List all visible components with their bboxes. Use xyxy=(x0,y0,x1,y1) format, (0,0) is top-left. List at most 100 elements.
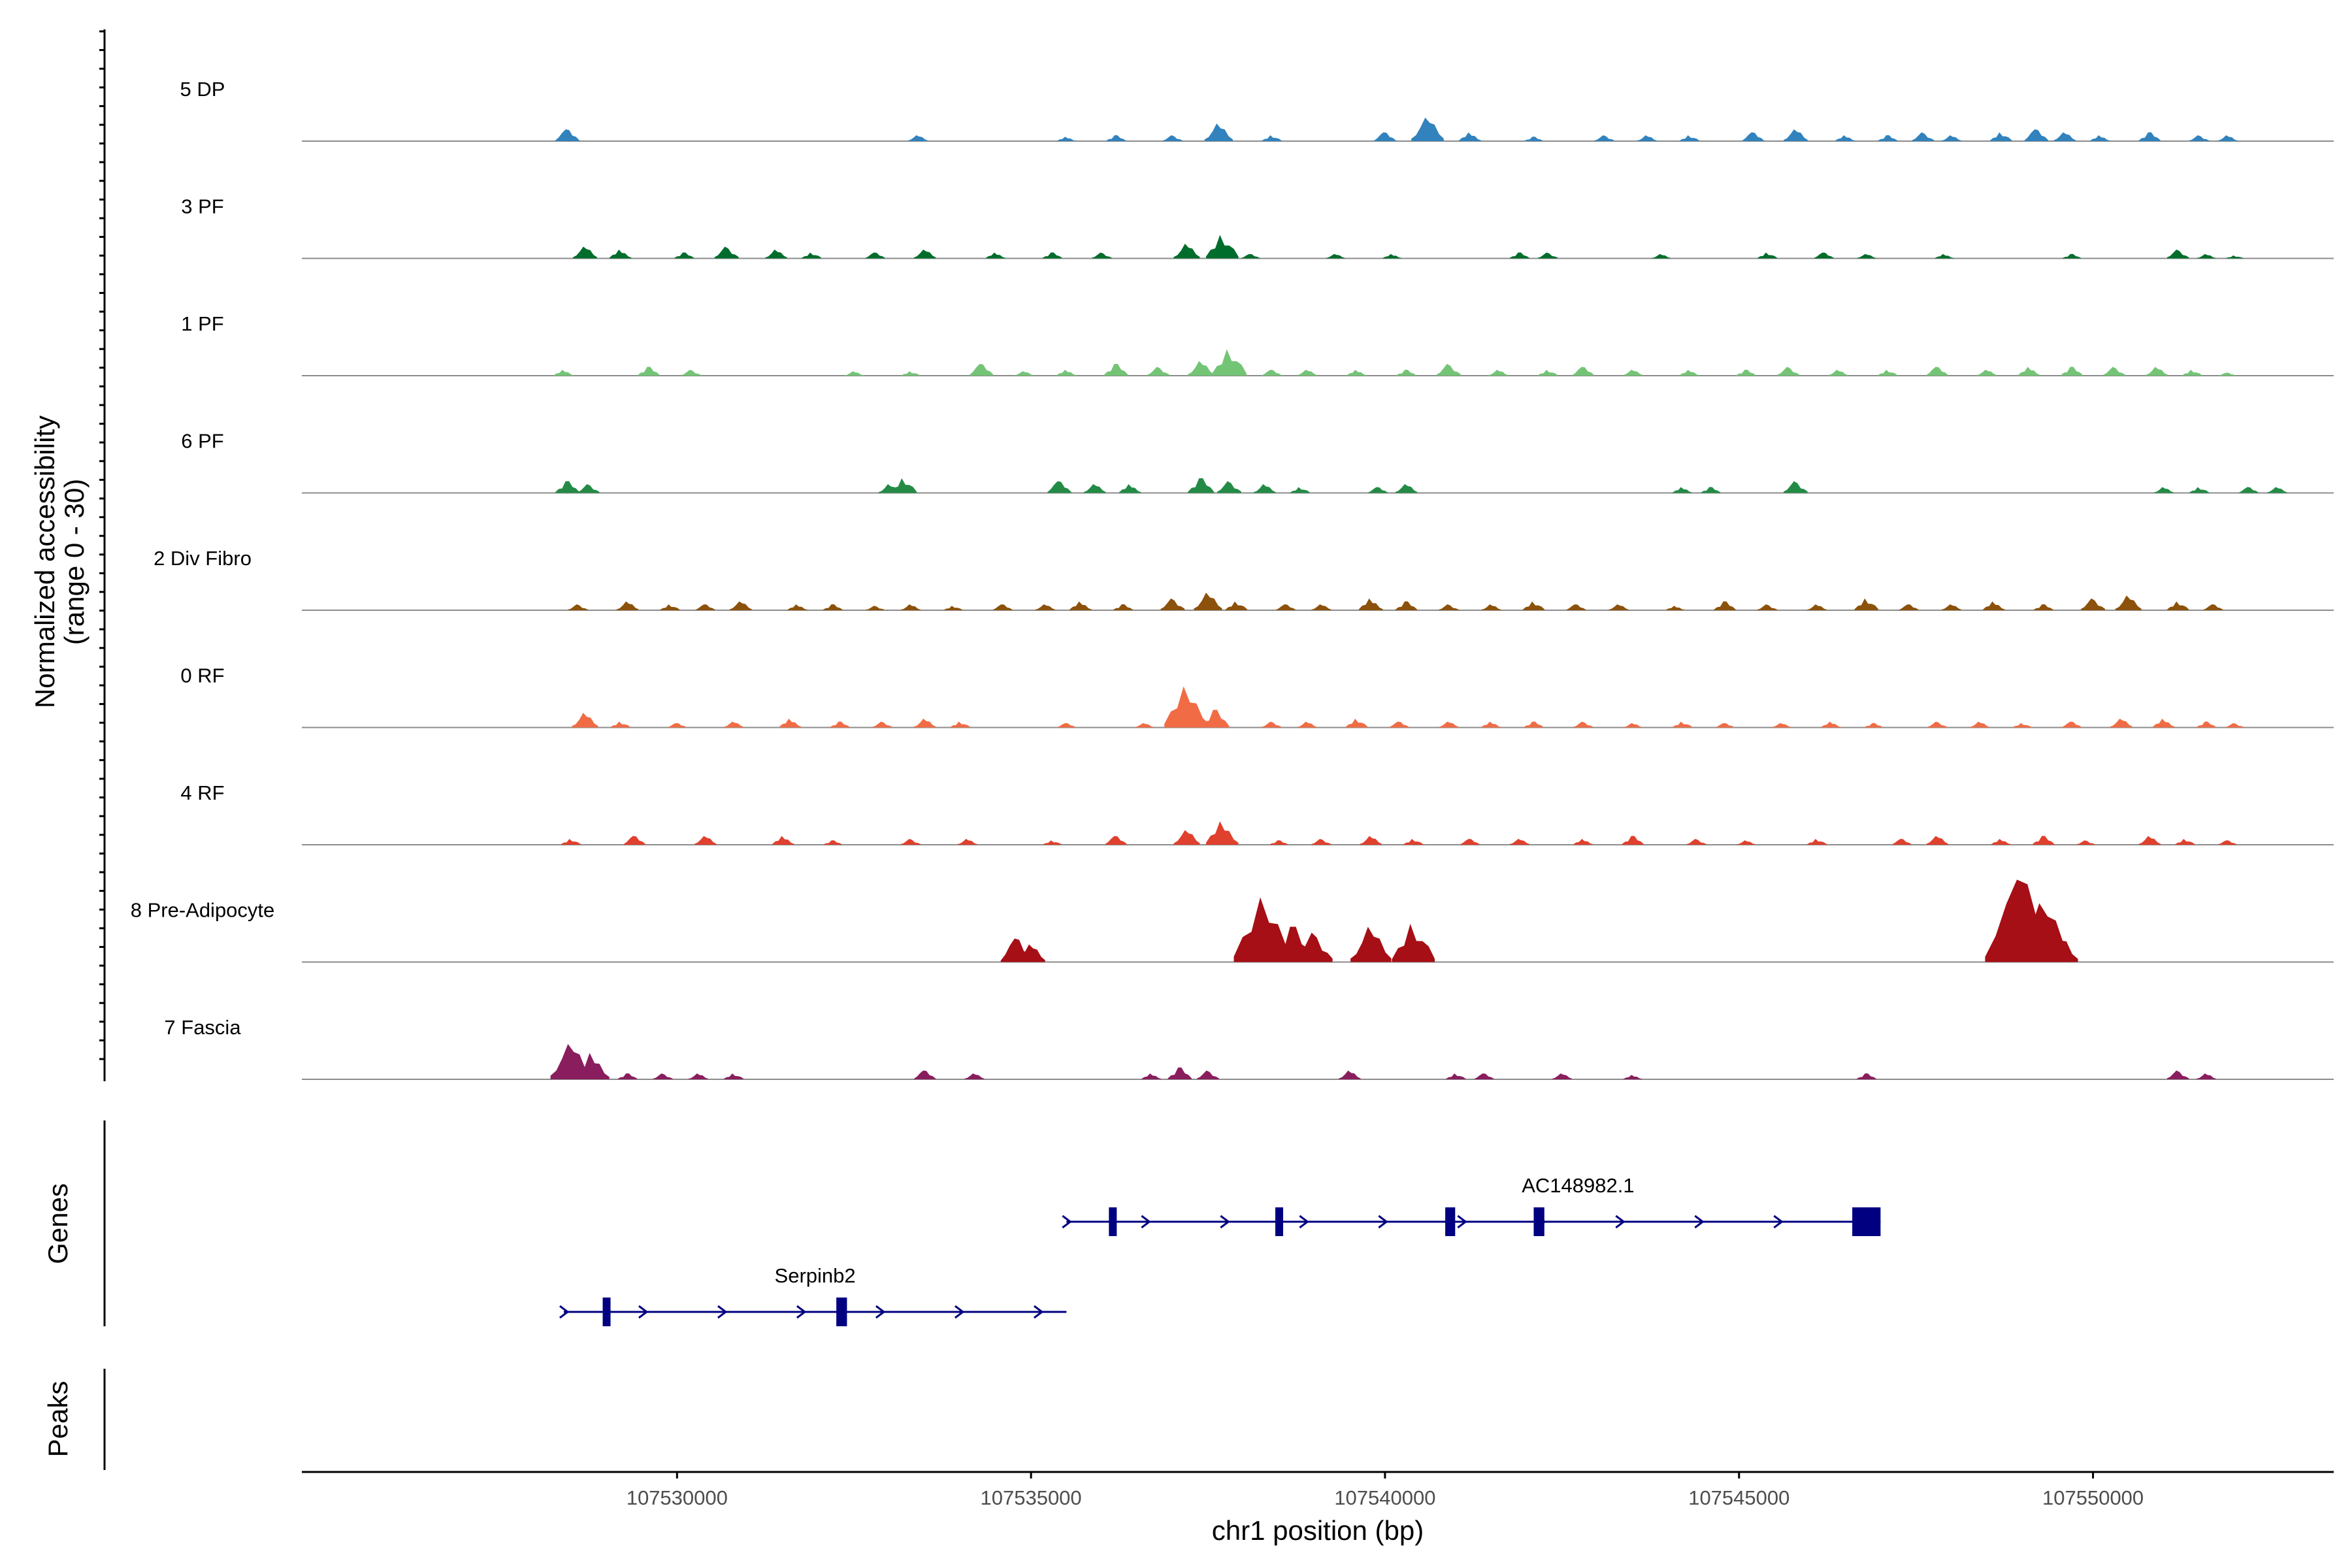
coverage-peak xyxy=(609,250,632,259)
coverage-peak xyxy=(2182,370,2202,376)
coverage-peak xyxy=(1715,723,1735,728)
coverage-peak xyxy=(1864,723,1883,728)
x-tick-label: 107540000 xyxy=(1334,1486,1435,1509)
coverage-peak xyxy=(1164,686,1209,728)
coverage-peak xyxy=(1392,924,1435,962)
gene-label: Serpinb2 xyxy=(775,1264,856,1287)
coverage-peak xyxy=(957,839,977,845)
coverage-peak xyxy=(1806,604,1827,610)
coverage-peak xyxy=(1737,840,1756,845)
coverage-peak xyxy=(907,135,928,141)
coverage-peak xyxy=(1538,252,1558,259)
coverage-peak xyxy=(610,721,630,728)
strand-arrow xyxy=(1220,1215,1230,1229)
coverage-peak xyxy=(1147,367,1169,376)
coverage-peak xyxy=(1552,1073,1573,1079)
coverage-peak xyxy=(779,719,802,728)
coverage-peak xyxy=(714,246,739,259)
coverage-peak xyxy=(2110,719,2132,728)
coverage-peak xyxy=(1367,487,1388,493)
coverage-ylabel: Normalized accessibility xyxy=(29,416,60,708)
x-tick-label: 107545000 xyxy=(1688,1486,1789,1509)
coverage-peak xyxy=(1326,253,1345,259)
coverage-peak xyxy=(2166,601,2189,610)
coverage-peak xyxy=(1509,252,1529,259)
coverage-peak xyxy=(900,604,921,610)
coverage-peak xyxy=(1622,836,1644,845)
coverage-peak xyxy=(553,370,574,376)
coverage-peak xyxy=(950,721,970,728)
coverage-y-ticks xyxy=(99,30,105,1060)
coverage-peak xyxy=(1403,839,1424,845)
coverage-peak xyxy=(1459,132,1481,141)
genes-ylabel: Genes xyxy=(42,1183,73,1264)
strand-arrow xyxy=(1615,1215,1625,1229)
coverage-peak xyxy=(1262,135,1282,141)
coverage-peak xyxy=(830,721,850,728)
coverage-peak xyxy=(1135,723,1154,728)
coverage-peak xyxy=(572,713,598,728)
coverage-peak xyxy=(1935,253,1954,259)
coverage-peak xyxy=(1814,252,1834,259)
coverage-peak xyxy=(2115,595,2142,610)
exon xyxy=(602,1298,611,1326)
track-label: 4 RF xyxy=(180,781,224,804)
coverage-peak xyxy=(1828,370,1848,376)
track-label: 2 Div Fibro xyxy=(154,547,252,570)
coverage-peak xyxy=(1941,135,1961,141)
coverage-peak xyxy=(1188,361,1215,376)
coverage-peak xyxy=(2061,721,2082,728)
coverage-peak xyxy=(1173,830,1200,845)
coverage-peak xyxy=(2138,836,2161,845)
track-label: 3 PF xyxy=(181,195,223,218)
coverage-peak xyxy=(1991,839,2011,845)
coverage-peak xyxy=(1926,367,1948,376)
track-8-pre-adipocyte: 8 Pre-Adipocyte xyxy=(131,879,2334,963)
coverage-peak xyxy=(1201,710,1230,728)
track-3-pf: 3 PF xyxy=(181,195,2334,259)
coverage-peak xyxy=(1339,1070,1361,1079)
coverage-peak xyxy=(1777,367,1800,376)
coverage-peak xyxy=(1481,721,1501,728)
coverage-peak xyxy=(1701,487,1721,493)
exon xyxy=(836,1298,847,1326)
coverage-peak xyxy=(2053,132,2076,141)
x-tick-label: 107530000 xyxy=(627,1486,728,1509)
coverage-peak xyxy=(1360,836,1382,845)
strand-arrow xyxy=(638,1305,649,1319)
coverage-peak xyxy=(1474,1073,1494,1079)
exon xyxy=(1109,1207,1117,1236)
coverage-peak xyxy=(1672,487,1693,493)
coverage-peak xyxy=(2012,723,2032,728)
coverage-peak xyxy=(1188,478,1215,493)
coverage-peak xyxy=(681,370,702,376)
coverage-peak xyxy=(1976,370,1997,376)
coverage-peak xyxy=(1311,839,1331,845)
coverage-peak xyxy=(2024,129,2049,141)
track-label: 0 RF xyxy=(180,664,224,687)
coverage-peak xyxy=(765,250,787,259)
coverage-peak xyxy=(1941,604,1961,610)
coverage-peak xyxy=(1056,370,1077,376)
coverage-peak xyxy=(1113,604,1134,610)
coverage-peak xyxy=(1197,1070,1219,1079)
coverage-peak xyxy=(1253,484,1276,493)
track-1-pf: 1 PF xyxy=(181,312,2334,376)
strand-arrow xyxy=(717,1305,728,1319)
coverage-peak xyxy=(823,840,843,845)
coverage-peak xyxy=(1714,601,1736,610)
coverage-peak xyxy=(1168,1068,1192,1079)
coverage-peak xyxy=(1439,721,1459,728)
coverage-peak xyxy=(1878,370,1898,376)
coverage-peak xyxy=(1358,598,1383,610)
coverage-peak xyxy=(1679,370,1700,376)
coverage-peak xyxy=(1686,839,1707,845)
coverage-peak xyxy=(1345,719,1368,728)
coverage-peak xyxy=(2217,135,2238,141)
strand-arrow xyxy=(1062,1215,1072,1229)
track-4-rf: 4 RF xyxy=(180,781,2334,845)
coverage-peak xyxy=(1262,370,1282,376)
coverage-peak xyxy=(1772,723,1791,728)
coverage-peak xyxy=(1106,135,1126,141)
coverage-peak xyxy=(992,604,1013,610)
